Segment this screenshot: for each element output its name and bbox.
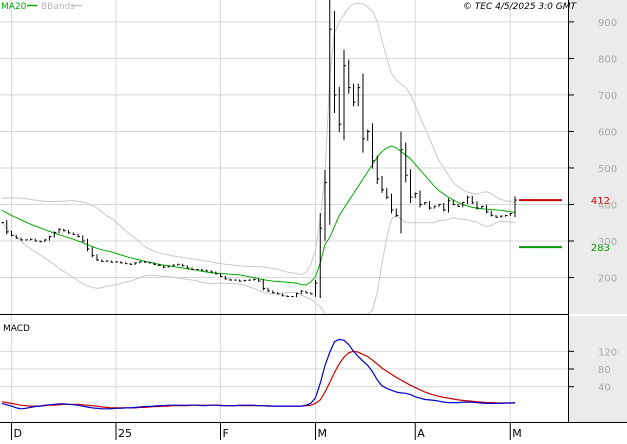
bband-upper-line (1, 3, 516, 276)
x-ticks: D 25 F M A M (11, 422, 522, 440)
macd-tick-label: 40 (598, 383, 611, 394)
macd-tick-label: 80 (598, 365, 611, 376)
support-level-label: 283 (591, 243, 610, 254)
x-tick-label: A (417, 427, 425, 440)
levels: 412 283 (519, 196, 610, 254)
x-tick-label: M (318, 427, 328, 440)
bband-lower-line (1, 214, 516, 315)
price-tick-label: 900 (598, 18, 617, 29)
x-grid (11, 0, 511, 422)
resistance-level-label: 412 (591, 196, 610, 207)
price-tick-label: 200 (598, 273, 617, 284)
macd-tick-label: 120 (598, 347, 617, 358)
y-ticks: 200 300 400 500 600 700 800 900 40 80 120 (568, 18, 617, 394)
price-tick-label: 500 (598, 164, 617, 175)
ma20-line-group (1, 145, 516, 286)
price-tick-label: 400 (598, 200, 617, 211)
macd-lines (1, 338, 516, 410)
price-bars (1, 0, 517, 299)
x-tick-label: F (223, 427, 229, 440)
price-tick-label: 800 (598, 54, 617, 65)
price-tick-label: 600 (598, 127, 617, 138)
legend-ma20: MA20 (1, 2, 27, 12)
macd-title: MACD (3, 324, 30, 334)
x-tick-label: M (512, 427, 522, 440)
price-tick-label: 300 (598, 237, 617, 248)
price-tick-label: 700 (598, 91, 617, 102)
macd-axis-panel (568, 316, 627, 422)
bollinger-bands (1, 3, 516, 315)
x-tick-label: 25 (118, 427, 132, 440)
price-grid (0, 21, 568, 278)
macd-signal-line (1, 350, 515, 409)
x-tick-label: D (14, 427, 22, 440)
macd-grid (0, 350, 568, 388)
legend-bbands: BBands (41, 2, 75, 12)
copyright-label: © TEC 4/5/2025 3:0 GMT (463, 2, 578, 12)
macd-line (1, 338, 516, 410)
ma20-line (1, 145, 516, 286)
price-axis-panel (568, 0, 627, 314)
